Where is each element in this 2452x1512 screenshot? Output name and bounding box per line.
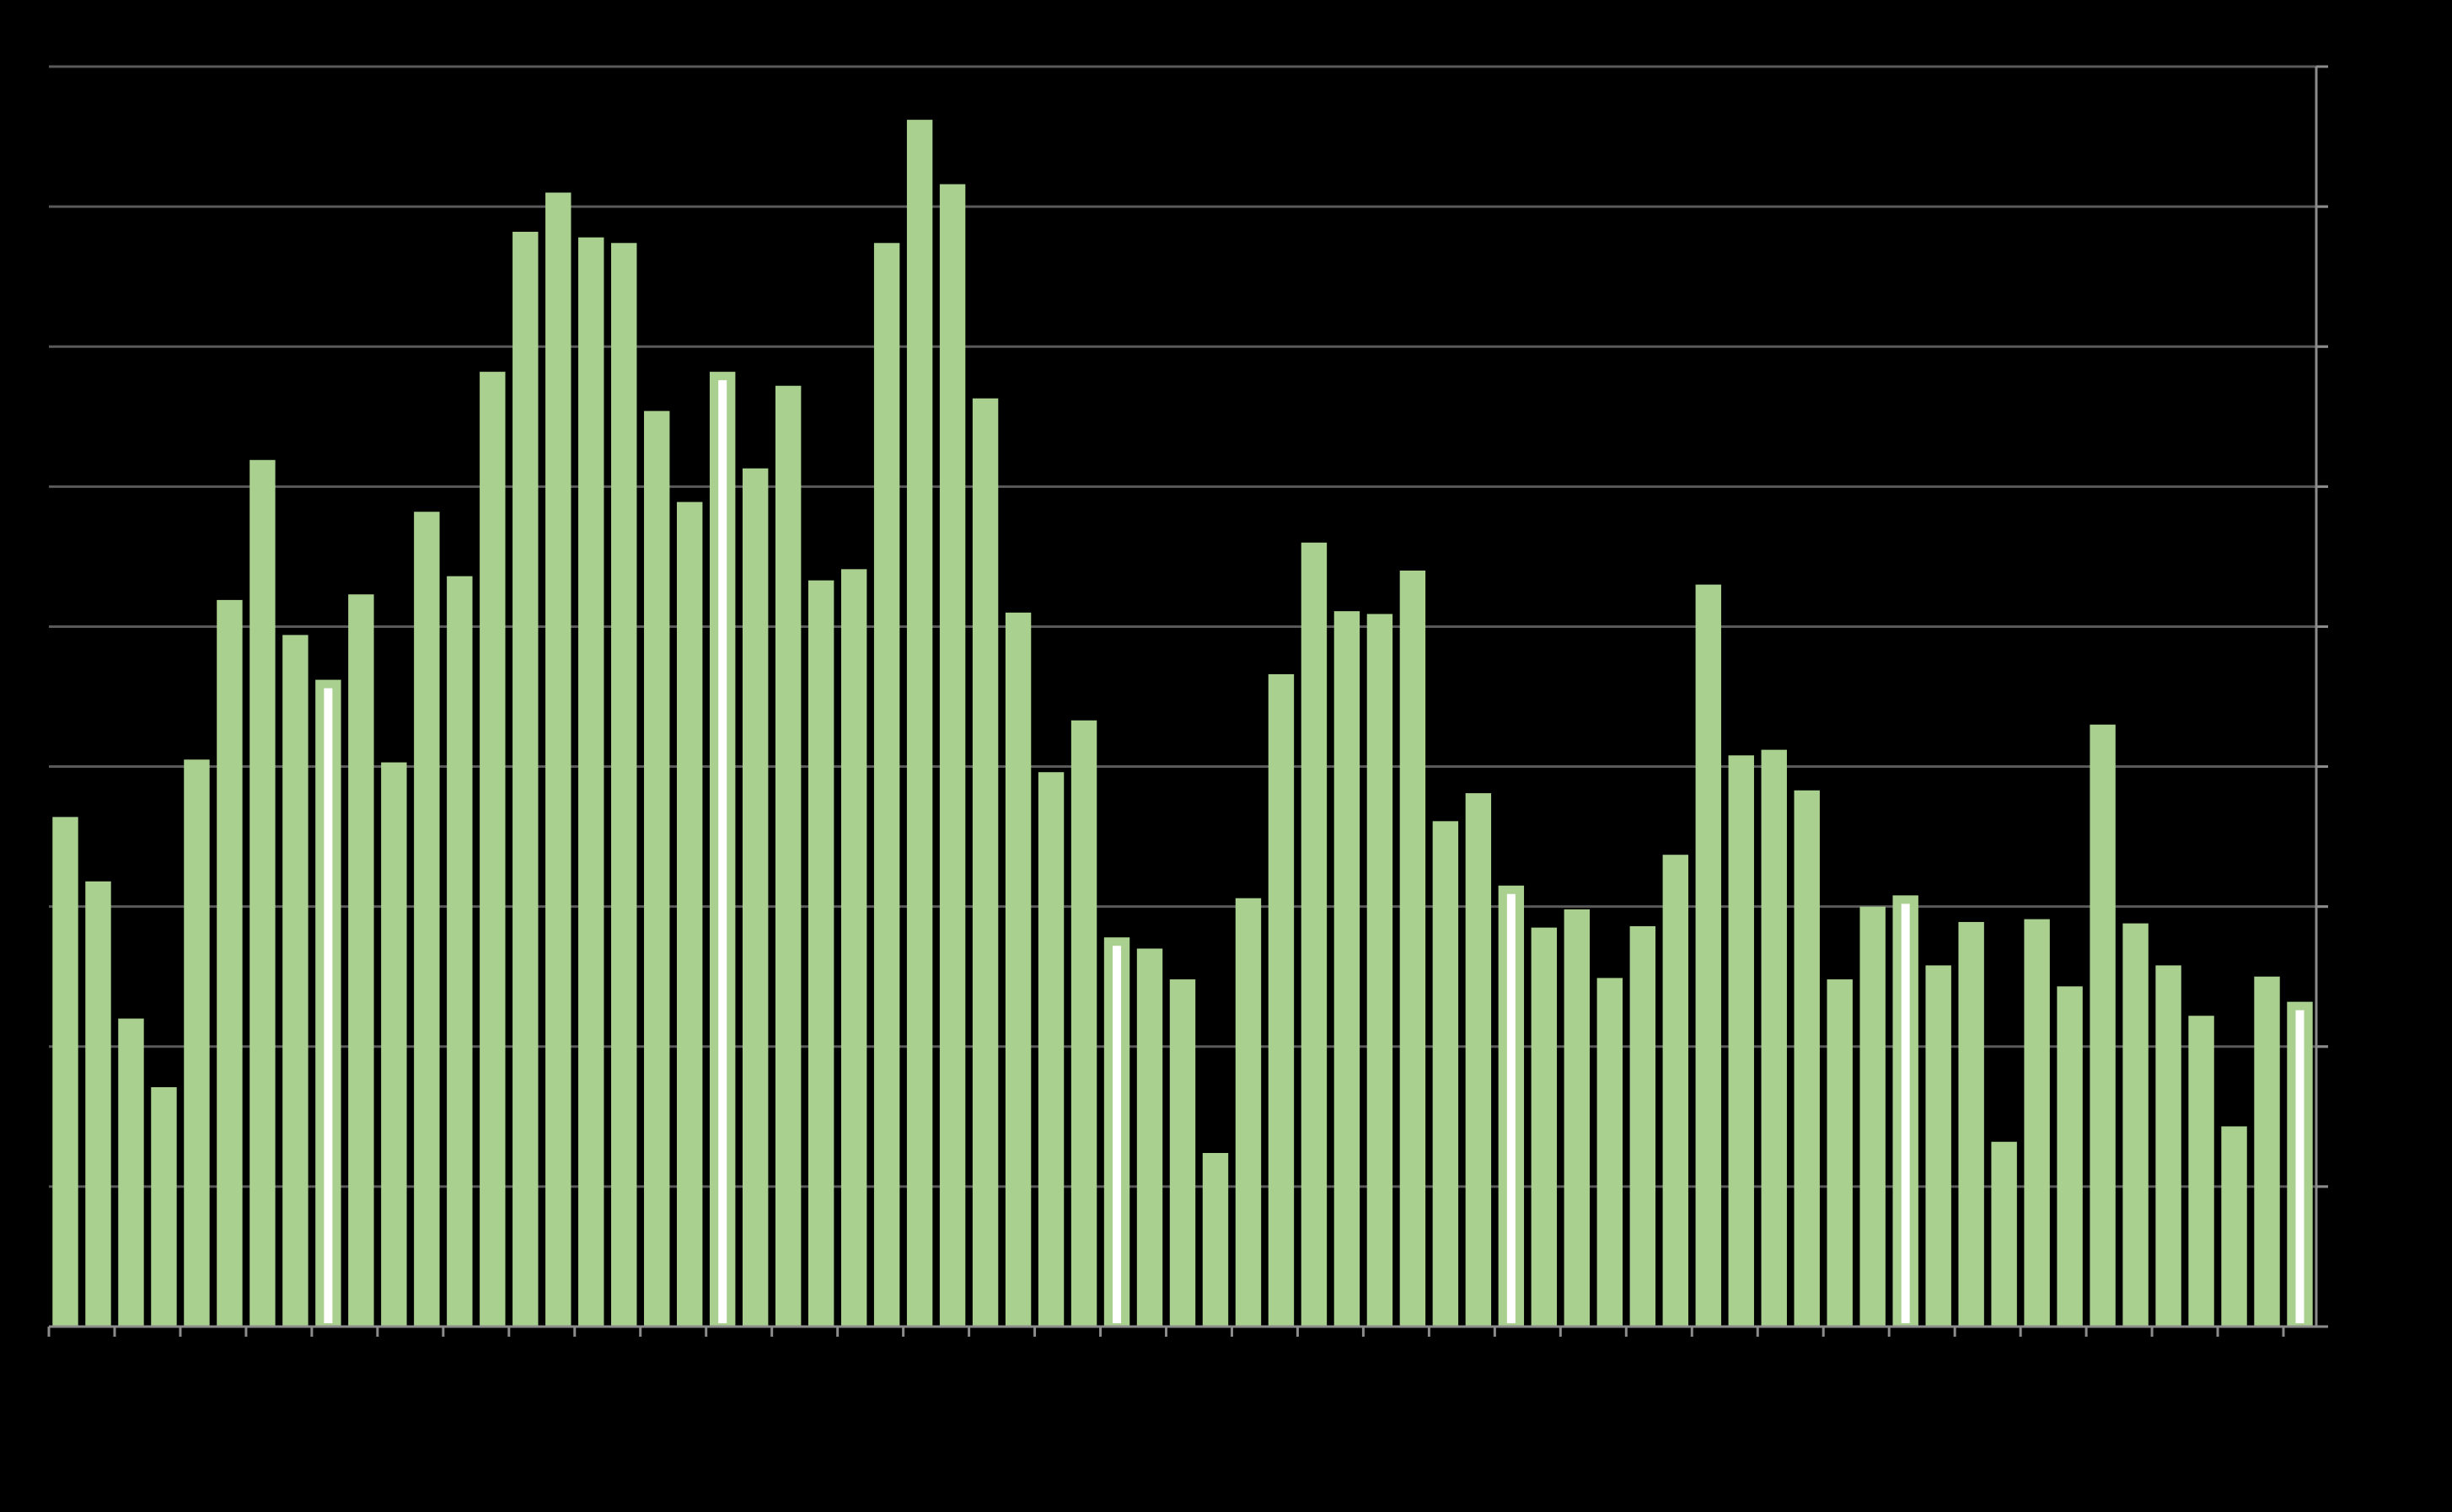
bar [2155,965,2181,1327]
bar [480,372,506,1327]
bar [381,762,407,1327]
bar [2221,1126,2247,1327]
bar [1695,584,1721,1327]
highlight-marker [718,380,727,1324]
bar [1235,898,1262,1327]
highlight-marker [1506,893,1516,1323]
bar [1662,855,1688,1327]
bar [184,759,210,1327]
bar [2057,986,2083,1327]
bar [1005,612,1032,1327]
highlight-marker [1901,903,1910,1323]
bar [1169,979,1196,1327]
bar [1564,909,1591,1327]
bar [348,594,374,1327]
bar [677,501,703,1327]
bar [1268,673,1295,1327]
bar [1301,542,1328,1327]
bar [840,569,867,1327]
bar [1925,965,1951,1327]
bar [1465,793,1492,1327]
bar [2024,919,2050,1327]
bar [512,232,539,1327]
bar [611,243,637,1327]
bar [2188,1016,2214,1327]
bar [85,881,111,1327]
bar [1202,1153,1229,1327]
bar [644,410,670,1327]
bar [1070,720,1097,1327]
highlight-marker [2295,1010,2304,1323]
bar [1366,614,1393,1327]
bar [1859,906,1886,1327]
bar [1629,925,1656,1327]
bar [873,243,900,1327]
bar [1728,755,1754,1327]
bar [447,576,473,1327]
bar [1958,921,1984,1327]
bar [2090,724,2116,1327]
bar [414,512,440,1327]
bar [1596,978,1623,1327]
axes [47,65,2328,1337]
bar [1531,927,1558,1327]
bar [972,398,999,1327]
bar [1432,821,1459,1327]
bar [2254,976,2280,1327]
bar [939,184,966,1327]
bar [1794,790,1820,1327]
bar [249,459,276,1327]
bar [282,635,309,1327]
bar [1399,571,1426,1327]
bar [906,120,933,1327]
bar [775,385,802,1327]
bar [151,1086,177,1327]
highlight-marker [1113,946,1122,1323]
bar [545,192,571,1327]
bar [1827,979,1853,1327]
highlight-marker [324,688,333,1323]
bar [52,817,78,1327]
bar [1136,948,1163,1327]
bar [1333,611,1360,1327]
bars [52,120,2313,1327]
bar [217,599,243,1327]
bar [1761,749,1787,1327]
bar [118,1018,144,1327]
bar [807,580,834,1327]
bar [578,237,604,1327]
bar [1038,772,1065,1327]
bar [1991,1141,2017,1327]
bar [742,468,769,1327]
bar [2122,923,2149,1327]
